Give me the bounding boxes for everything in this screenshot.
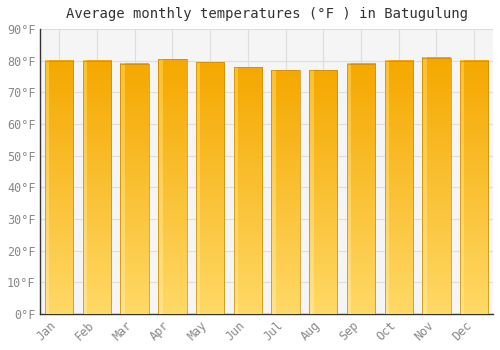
Title: Average monthly temperatures (°F ) in Batugulung: Average monthly temperatures (°F ) in Ba… bbox=[66, 7, 468, 21]
Bar bbox=[422, 57, 450, 314]
Bar bbox=[347, 64, 375, 314]
Bar bbox=[309, 70, 338, 314]
Bar bbox=[384, 61, 413, 314]
Bar bbox=[45, 61, 74, 314]
Bar bbox=[196, 62, 224, 314]
Bar bbox=[234, 67, 262, 314]
Bar bbox=[158, 59, 186, 314]
Bar bbox=[120, 64, 149, 314]
Bar bbox=[460, 61, 488, 314]
Bar bbox=[83, 61, 111, 314]
Bar bbox=[272, 70, 299, 314]
